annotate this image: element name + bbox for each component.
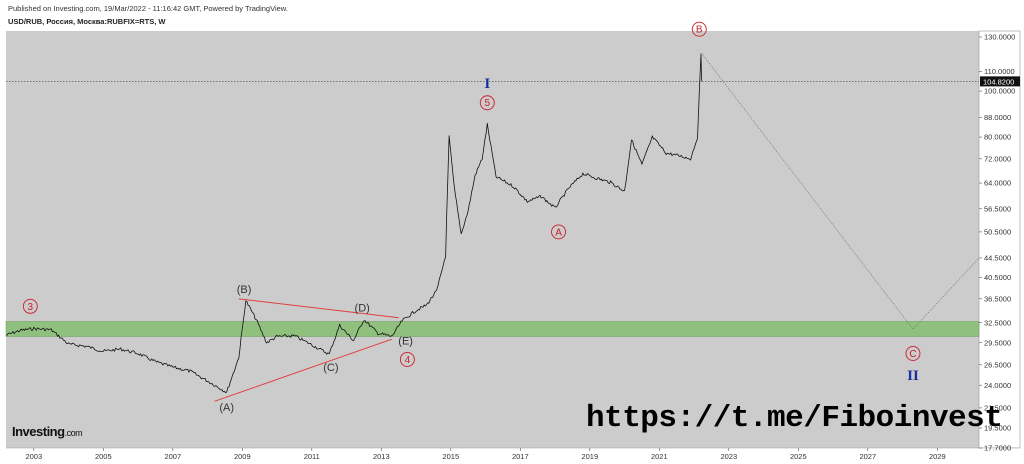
y-tick-label-5: 72.0000 [984, 154, 1011, 163]
x-tick-label-8: 2019 [581, 452, 598, 461]
trendline-0 [214, 338, 392, 402]
wave-label-8: A [555, 227, 562, 238]
wave-label-2: (C) [323, 362, 338, 374]
y-tick-label-3: 88.0000 [984, 113, 1011, 122]
y-tick-label-4: 80.0000 [984, 133, 1011, 142]
time-axis-panel [6, 448, 1020, 464]
wave-label-1: (B) [237, 284, 252, 296]
projection-path [701, 53, 980, 330]
wave-circle-8 [551, 224, 566, 240]
price-axis-panel [978, 30, 1021, 449]
support-zone [5, 321, 980, 337]
y-tick-label-15: 24.0000 [984, 381, 1011, 390]
y-tick-label-0: 130.0000 [984, 33, 1015, 42]
wave-circle-9 [691, 21, 707, 37]
x-tick-label-7: 2017 [512, 452, 529, 461]
x-tick-label-1: 2005 [95, 452, 112, 461]
current-price-label: 104.8200 [983, 77, 1014, 86]
x-tick-label-2: 2007 [164, 452, 181, 461]
x-tick-label-9: 2021 [651, 452, 668, 461]
x-tick-label-12: 2027 [859, 452, 876, 461]
wave-circle-7 [479, 95, 495, 111]
wave-label-4: (E) [398, 336, 413, 348]
wave-label-11: I [484, 76, 490, 92]
brand-name: Investing [12, 424, 65, 439]
wave-label-9: B [696, 25, 703, 36]
y-tick-label-9: 44.5000 [984, 254, 1011, 263]
x-tick-label-0: 2003 [25, 452, 42, 461]
y-tick-label-6: 64.0000 [984, 179, 1011, 188]
published-caption: Published on Investing.com, 19/Mar/2022 … [8, 4, 288, 13]
y-tick-label-10: 40.5000 [984, 273, 1011, 282]
wave-label-7: 5 [485, 98, 491, 109]
x-tick-label-13: 2029 [929, 452, 946, 461]
wave-label-10: C [909, 349, 916, 360]
wave-circle-10 [905, 346, 921, 361]
y-tick-label-18: 17.7000 [984, 444, 1011, 453]
y-tick-label-7: 56.5000 [984, 204, 1011, 213]
watermark-link[interactable]: https://t.me/Fiboinvest [586, 401, 1003, 436]
y-tick-label-1: 110.0000 [984, 67, 1015, 76]
y-tick-label-2: 100.0000 [984, 87, 1015, 96]
wave-circle-5 [22, 298, 38, 314]
x-tick-label-4: 2011 [304, 452, 320, 461]
wave-label-6: 4 [405, 355, 411, 366]
y-tick-label-11: 36.5000 [984, 294, 1011, 303]
wave-label-3: (D) [355, 302, 370, 314]
x-tick-label-11: 2025 [790, 452, 807, 461]
y-tick-label-13: 29.5000 [984, 338, 1011, 347]
y-tick-label-17: 19.5000 [984, 424, 1011, 433]
current-price-tag [980, 76, 1020, 87]
brand-suffix: .com [64, 428, 83, 438]
y-tick-label-12: 32.5000 [984, 318, 1011, 327]
x-tick-label-3: 2009 [234, 452, 251, 461]
trendline-1 [238, 298, 399, 319]
y-tick-label-14: 26.5000 [984, 360, 1011, 369]
wave-circle-6 [399, 351, 415, 367]
y-tick-label-8: 50.5000 [984, 228, 1011, 237]
x-tick-label-6: 2015 [442, 452, 459, 461]
symbol-caption: USD/RUB, Россия, Москва:RUBFIX=RTS, W [8, 17, 166, 26]
wave-label-12: II [907, 368, 919, 384]
y-tick-label-16: 21.5000 [984, 404, 1011, 413]
x-tick-label-10: 2023 [720, 452, 737, 461]
x-tick-label-5: 2013 [373, 452, 390, 461]
wave-label-0: (A) [219, 402, 234, 414]
wave-label-5: 3 [28, 302, 34, 313]
plot-background [6, 31, 979, 448]
investing-logo: Investing.com [12, 424, 83, 439]
price-series-line [5, 53, 703, 393]
